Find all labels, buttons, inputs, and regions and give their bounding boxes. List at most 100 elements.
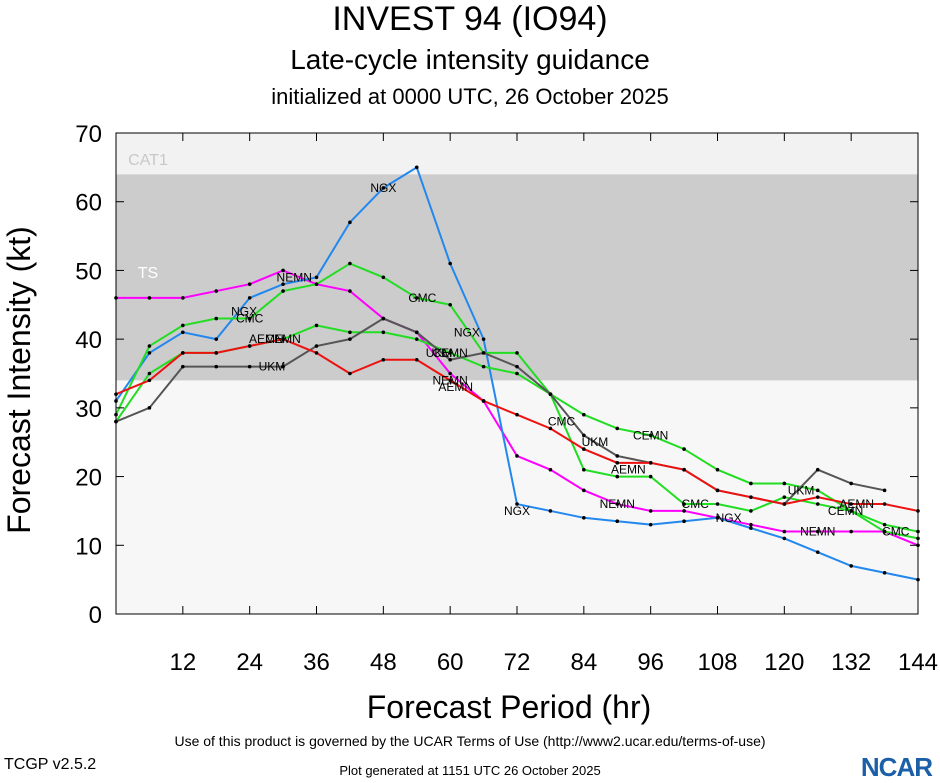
data-point xyxy=(615,454,620,458)
data-point xyxy=(815,502,820,506)
data-point xyxy=(682,502,686,506)
data-point xyxy=(481,337,486,341)
data-point xyxy=(247,296,252,300)
data-point xyxy=(749,481,753,486)
model-label: NGX xyxy=(370,181,396,195)
data-point xyxy=(147,406,152,410)
data-point xyxy=(381,186,386,190)
x-tick-label: 12 xyxy=(169,649,196,676)
data-point xyxy=(548,392,553,396)
data-point xyxy=(181,323,185,328)
model-label: AEMN xyxy=(839,497,874,511)
data-point xyxy=(782,502,787,506)
data-point xyxy=(281,337,285,341)
data-point xyxy=(414,357,419,362)
data-point xyxy=(147,371,152,376)
data-point xyxy=(515,412,519,417)
model-label: CEMN xyxy=(828,504,863,518)
ncar-logo-text: NCAR xyxy=(860,752,933,782)
terms-of-use-note: Use of this product is governed by the U… xyxy=(174,733,766,749)
data-point xyxy=(281,289,285,293)
data-point xyxy=(147,378,152,383)
data-point xyxy=(281,282,285,286)
data-point xyxy=(448,357,452,362)
data-point xyxy=(749,526,753,530)
data-point xyxy=(247,282,252,286)
chart-init-time: initialized at 0000 UTC, 26 October 2025 xyxy=(271,84,669,109)
model-label: CMC xyxy=(236,312,264,326)
y-tick-label: 70 xyxy=(75,121,102,148)
ncar-logo: NCAR xyxy=(860,752,933,783)
x-tick-label: 48 xyxy=(370,649,397,676)
y-tick-label: 30 xyxy=(75,396,102,423)
data-point xyxy=(448,378,452,383)
data-point xyxy=(815,550,820,554)
data-point xyxy=(682,447,686,451)
model-label: NGX xyxy=(716,511,742,525)
data-point xyxy=(648,433,653,438)
chart-subtitle: Late-cycle intensity guidance xyxy=(290,44,650,75)
data-point xyxy=(348,261,352,266)
x-tick-label: 96 xyxy=(637,649,664,676)
data-point xyxy=(815,529,820,534)
data-point xyxy=(882,488,887,493)
data-point xyxy=(247,316,252,321)
y-tick-label: 20 xyxy=(75,465,102,492)
data-point xyxy=(582,516,586,520)
model-label: CMC xyxy=(682,497,710,511)
y-tick-label: 0 xyxy=(89,602,102,629)
data-point xyxy=(348,330,352,335)
data-point xyxy=(348,371,352,376)
data-point xyxy=(414,337,419,341)
x-tick-label: 120 xyxy=(764,649,804,676)
data-point xyxy=(481,399,486,403)
data-point xyxy=(348,220,352,225)
data-point xyxy=(615,461,620,465)
data-point xyxy=(181,330,185,335)
model-label: CEMN xyxy=(265,332,300,346)
data-point xyxy=(381,275,386,280)
data-point xyxy=(715,488,720,493)
x-tick-label: 108 xyxy=(697,649,737,676)
data-point xyxy=(882,502,887,506)
chart-title: INVEST 94 (IO94) xyxy=(332,0,608,38)
data-point xyxy=(414,296,419,300)
data-point xyxy=(849,509,853,513)
data-point xyxy=(515,502,519,506)
data-point xyxy=(515,454,519,458)
data-point xyxy=(849,564,853,568)
data-point xyxy=(582,447,586,451)
model-label: UKM xyxy=(582,435,609,449)
data-point xyxy=(582,467,586,472)
data-point xyxy=(181,296,185,300)
x-tick-label: 84 xyxy=(570,649,597,676)
data-point xyxy=(882,529,887,534)
model-label: NEMN xyxy=(432,373,467,387)
data-point xyxy=(314,351,319,355)
data-point xyxy=(648,474,653,479)
model-label: UKM xyxy=(788,483,815,497)
band-label: TS xyxy=(138,265,158,282)
data-point xyxy=(615,426,620,431)
x-tick-label: 60 xyxy=(437,649,464,676)
data-point xyxy=(247,344,252,348)
data-point xyxy=(849,502,853,506)
data-point xyxy=(214,289,219,293)
model-label: AEMN xyxy=(611,463,646,477)
model-label: NGX xyxy=(504,504,530,518)
data-point xyxy=(548,467,553,472)
data-point xyxy=(214,316,219,321)
data-point xyxy=(314,282,319,286)
data-point xyxy=(882,522,887,527)
data-point xyxy=(448,351,452,355)
model-label: CMC xyxy=(548,415,576,429)
data-point xyxy=(548,509,553,513)
data-point xyxy=(782,529,787,534)
data-point xyxy=(348,289,352,293)
y-tick-label: 50 xyxy=(75,258,102,285)
y-tick-label: 60 xyxy=(75,190,102,217)
data-point xyxy=(348,337,352,341)
data-point xyxy=(515,351,519,355)
data-point xyxy=(749,495,753,499)
